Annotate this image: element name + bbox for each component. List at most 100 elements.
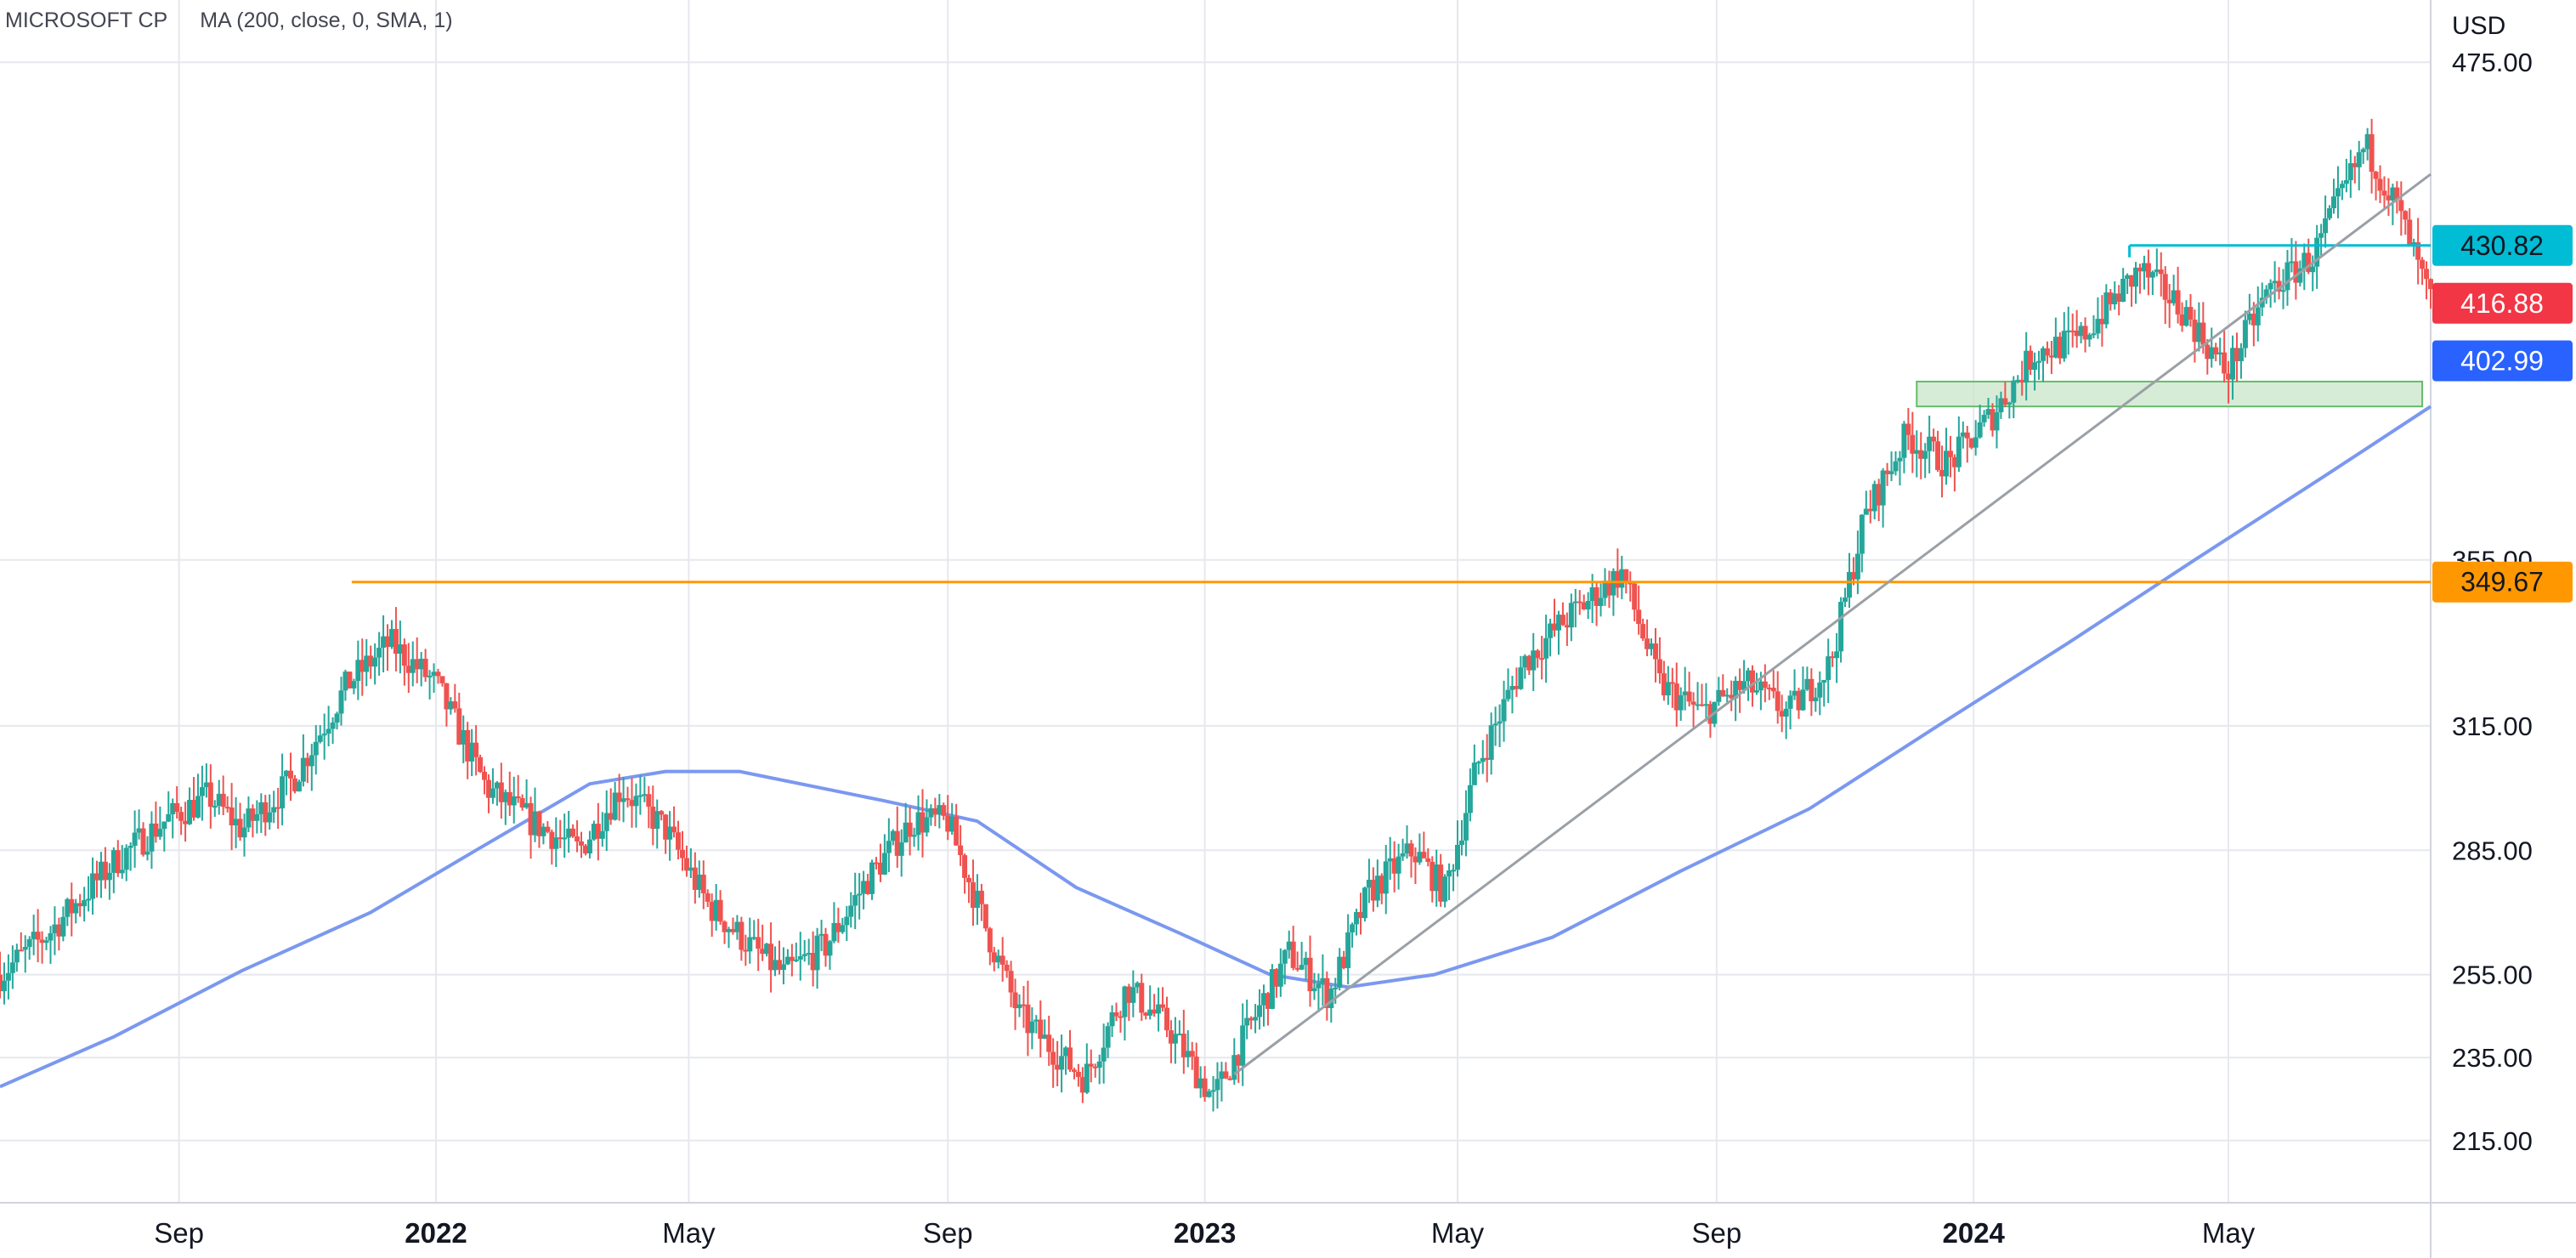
price-bar-body — [620, 798, 626, 802]
price-bar-body — [456, 708, 462, 745]
price-bar-body — [1652, 643, 1658, 660]
price-bar-body — [2424, 269, 2430, 280]
price-bar-body — [2289, 261, 2295, 264]
price-bar-body — [161, 821, 167, 830]
price-bar-body — [713, 899, 719, 921]
price-bar-body — [2330, 196, 2336, 209]
price-bar-body — [368, 655, 374, 667]
price-bar-body — [747, 937, 753, 952]
price-bar-body — [338, 690, 344, 714]
price-bar-body — [1223, 1071, 1229, 1079]
price-bar-body — [482, 772, 488, 780]
price-bar-body — [810, 953, 816, 971]
price-bar-body — [1038, 1019, 1044, 1040]
price-bar-body — [1628, 582, 1633, 585]
price-bar-body — [1467, 785, 1473, 813]
price-bar-body — [962, 855, 968, 878]
price-bar-body — [1669, 682, 1675, 684]
price-bar-body — [2192, 320, 2198, 343]
price-bar-body — [2179, 314, 2185, 326]
price-bar-body — [233, 819, 239, 826]
price-bar-body — [43, 940, 49, 944]
price-bar-body — [553, 837, 559, 849]
price-bar-body — [1084, 1063, 1090, 1093]
price-badge-bg — [2432, 224, 2573, 266]
price-bar-body — [2048, 355, 2054, 358]
price-bar-body — [1762, 681, 1768, 688]
price-bar-body — [2133, 267, 2139, 287]
price-bar-body — [1560, 615, 1565, 626]
price-bar-body — [1699, 704, 1705, 706]
price-bar-body — [881, 853, 887, 875]
chart-legend: MICROSOFT CP MA (200, close, 0, SMA, 1) — [5, 8, 485, 33]
price-bar-body — [612, 792, 618, 820]
price-bar-body — [157, 829, 163, 837]
price-bar-body — [2386, 196, 2392, 201]
price-bar-body — [2044, 348, 2050, 356]
price-bar-body — [941, 805, 947, 816]
price-bar-body — [317, 735, 323, 742]
price-bar-body — [1050, 1051, 1056, 1065]
support-zone — [1916, 380, 2424, 408]
price-bar-body — [2078, 326, 2084, 337]
price-bar-body — [393, 628, 399, 654]
price-bar-body — [924, 817, 930, 833]
price-bar-body — [1248, 1017, 1254, 1021]
price-bar-body — [502, 791, 508, 802]
price-bar-body — [642, 794, 648, 796]
symbol-label[interactable]: MICROSOFT CP — [5, 8, 168, 32]
price-bar-body — [1163, 1007, 1169, 1031]
price-bar-body — [1514, 685, 1520, 689]
price-bar-body — [1079, 1077, 1085, 1093]
price-bar-body — [1438, 864, 1444, 902]
price-bar-body — [1425, 858, 1431, 862]
price-bar-body — [254, 813, 260, 821]
price-bar-body — [1029, 1021, 1035, 1034]
price-bar-body — [2205, 344, 2211, 360]
price-bar-body — [1400, 853, 1406, 857]
price-bar-body — [1404, 843, 1410, 853]
price-bar-body — [562, 837, 568, 840]
price-bar-body — [1956, 436, 1962, 468]
price-badge-bg — [2432, 282, 2573, 324]
price-bar-body — [65, 898, 71, 917]
price-bar-body — [1316, 983, 1322, 989]
price-bar-body — [2284, 262, 2290, 291]
price-bar-body — [982, 904, 988, 929]
price-badge: 430.82 — [2432, 224, 2573, 266]
price-bar-body — [1796, 690, 1802, 711]
price-bar-body — [1016, 1004, 1022, 1009]
price-bar-body — [1867, 508, 1873, 512]
indicator-label[interactable]: MA (200, close, 0, SMA, 1) — [200, 8, 453, 32]
price-bar-body — [1813, 697, 1819, 702]
price-bar-body — [1497, 721, 1503, 724]
price-bar-body — [877, 862, 883, 875]
price-bar-body — [974, 890, 980, 909]
price-bar-body — [1257, 1005, 1263, 1017]
price-bar-body — [2112, 293, 2118, 304]
price-bar-body — [894, 830, 900, 856]
price-bar-body — [2306, 252, 2312, 273]
price-bar-body — [591, 824, 597, 840]
price-bar-body — [903, 822, 909, 843]
price-bar-body — [1067, 1047, 1073, 1070]
price-bar-body — [48, 932, 54, 941]
price-bar-body — [793, 959, 799, 961]
price-bar-body — [414, 659, 420, 670]
price-bar-body — [1589, 586, 1595, 602]
price-bar-body — [1615, 570, 1621, 588]
price-bar-body — [760, 949, 766, 955]
price-bar-body — [1105, 1026, 1111, 1048]
price-bar-body — [469, 742, 475, 762]
price-bar-body — [207, 782, 213, 808]
price-bar-body — [1328, 989, 1334, 1008]
price-bar-body — [435, 672, 441, 677]
price-bar-body — [330, 722, 336, 729]
price-bar-body — [743, 949, 749, 952]
price-bar-body — [1838, 602, 1844, 652]
price-bar-body — [267, 812, 273, 823]
price-bar-body — [351, 681, 357, 688]
price-bar-body — [1354, 911, 1360, 925]
